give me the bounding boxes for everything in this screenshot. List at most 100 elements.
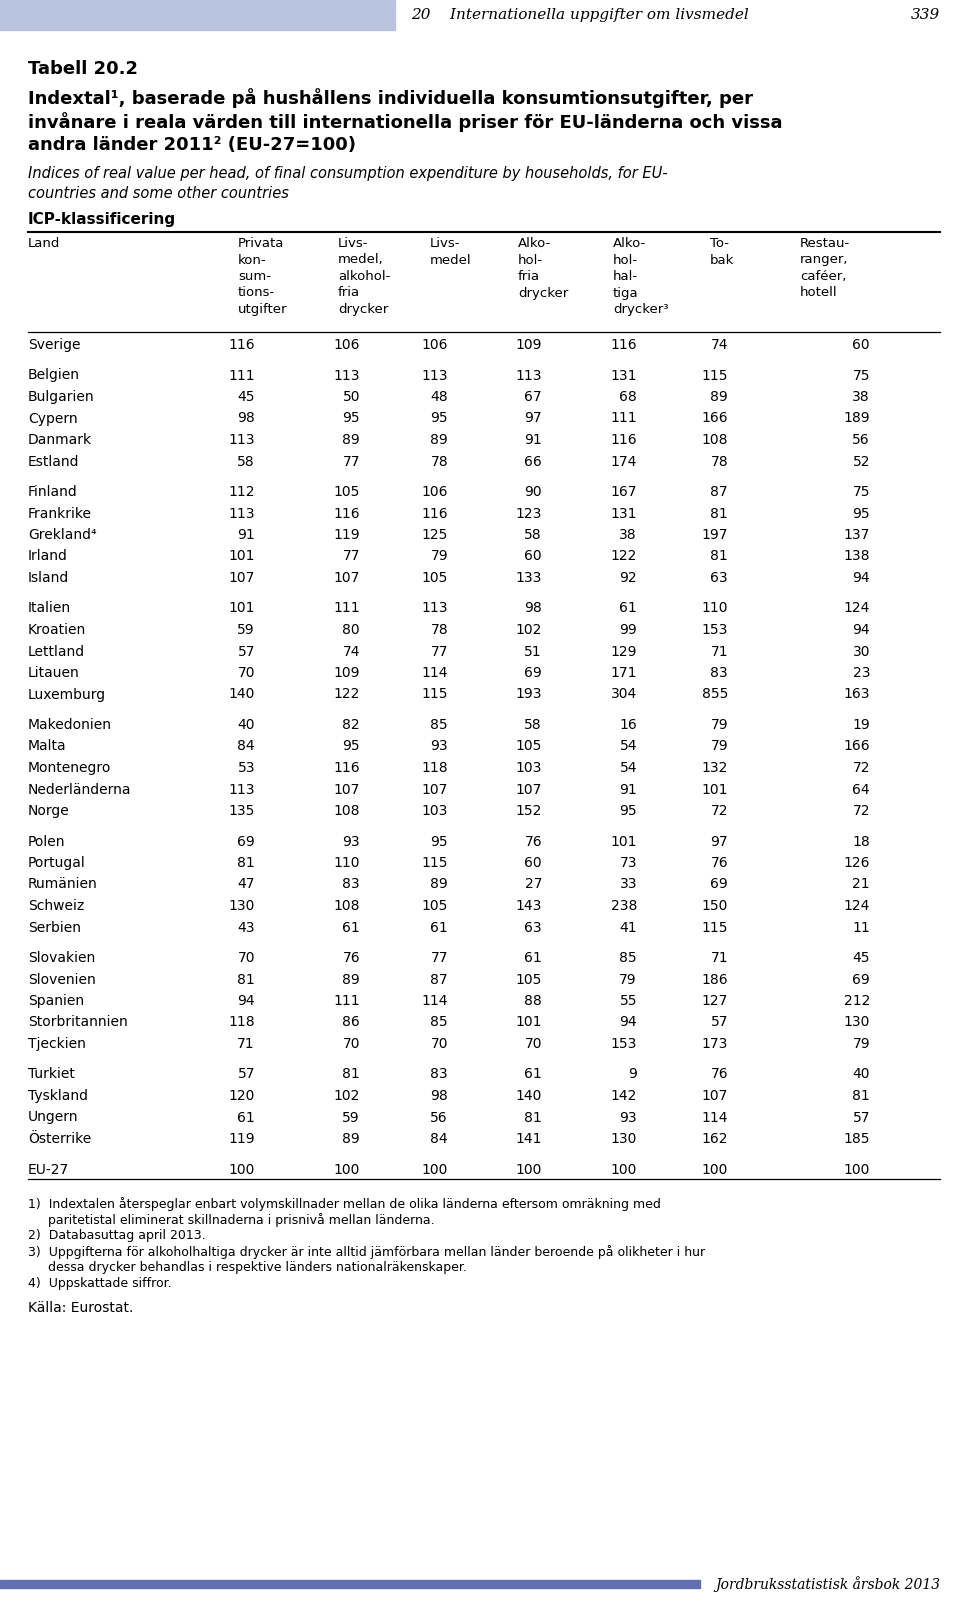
Text: 113: 113 [228, 507, 255, 520]
Text: 163: 163 [844, 688, 870, 701]
Text: 115: 115 [702, 920, 728, 934]
Text: Privata
kon-
sum-
tions-
utgifter: Privata kon- sum- tions- utgifter [238, 237, 287, 317]
Text: 95: 95 [619, 803, 637, 818]
Text: 94: 94 [852, 622, 870, 637]
Text: 61: 61 [237, 1110, 255, 1125]
Text: 143: 143 [516, 899, 542, 914]
Text: 105: 105 [421, 899, 448, 914]
Text: 83: 83 [710, 666, 728, 680]
Text: 83: 83 [343, 877, 360, 891]
Text: Slovakien: Slovakien [28, 950, 95, 965]
Text: 101: 101 [516, 1016, 542, 1029]
Text: 80: 80 [343, 622, 360, 637]
Text: 70: 70 [524, 1037, 542, 1051]
Text: 77: 77 [430, 645, 448, 659]
Text: 56: 56 [430, 1110, 448, 1125]
Text: Finland: Finland [28, 485, 78, 499]
Text: 141: 141 [516, 1133, 542, 1146]
Text: 93: 93 [343, 835, 360, 848]
Text: 16: 16 [619, 718, 637, 733]
Text: 81: 81 [237, 973, 255, 987]
Text: 87: 87 [710, 485, 728, 499]
Text: Polen: Polen [28, 835, 65, 848]
Text: Kroatien: Kroatien [28, 622, 86, 637]
Text: 116: 116 [333, 507, 360, 520]
Text: 339: 339 [911, 8, 940, 22]
Text: Italien: Italien [28, 602, 71, 616]
Text: andra länder 2011² (EU-27=100): andra länder 2011² (EU-27=100) [28, 136, 356, 154]
Text: 4)  Uppskattade siffror.: 4) Uppskattade siffror. [28, 1277, 172, 1290]
Text: 110: 110 [333, 856, 360, 870]
Text: 60: 60 [524, 856, 542, 870]
Text: 100: 100 [228, 1163, 255, 1176]
Text: 90: 90 [524, 485, 542, 499]
Text: To-
bak: To- bak [710, 237, 734, 267]
Text: 95: 95 [852, 507, 870, 520]
Text: 125: 125 [421, 528, 448, 542]
Text: 115: 115 [421, 688, 448, 701]
Text: 116: 116 [228, 338, 255, 352]
Text: 88: 88 [524, 994, 542, 1008]
Text: Luxemburg: Luxemburg [28, 688, 107, 701]
Text: 122: 122 [611, 549, 637, 563]
Text: 76: 76 [710, 856, 728, 870]
Text: 304: 304 [611, 688, 637, 701]
Text: 140: 140 [228, 688, 255, 701]
Text: Tabell 20.2: Tabell 20.2 [28, 59, 138, 78]
Text: 20    Internationella uppgifter om livsmedel: 20 Internationella uppgifter om livsmede… [411, 8, 749, 22]
Text: 113: 113 [333, 368, 360, 382]
Text: 115: 115 [421, 856, 448, 870]
Text: 81: 81 [710, 549, 728, 563]
Text: 91: 91 [524, 434, 542, 446]
Text: 70: 70 [343, 1037, 360, 1051]
Text: 53: 53 [237, 762, 255, 774]
Text: 124: 124 [844, 602, 870, 616]
Text: Alko-
hol-
hal-
tiga
drycker³: Alko- hol- hal- tiga drycker³ [613, 237, 668, 317]
Text: 94: 94 [237, 994, 255, 1008]
Text: 166: 166 [844, 739, 870, 754]
Text: Serbien: Serbien [28, 920, 81, 934]
Text: 89: 89 [430, 434, 448, 446]
Text: 40: 40 [237, 718, 255, 733]
Text: Portugal: Portugal [28, 856, 85, 870]
Text: 66: 66 [524, 454, 542, 469]
Text: 186: 186 [702, 973, 728, 987]
Text: 107: 107 [421, 782, 448, 797]
Text: 130: 130 [611, 1133, 637, 1146]
Text: ICP-klassificering: ICP-klassificering [28, 211, 176, 227]
Text: 81: 81 [343, 1067, 360, 1082]
Text: 64: 64 [852, 782, 870, 797]
Text: 107: 107 [702, 1090, 728, 1102]
Text: 54: 54 [619, 739, 637, 754]
Text: 19: 19 [852, 718, 870, 733]
Text: 100: 100 [516, 1163, 542, 1176]
Text: 95: 95 [430, 411, 448, 426]
Text: 57: 57 [237, 645, 255, 659]
Text: 58: 58 [237, 454, 255, 469]
Text: 2)  Databasuttag april 2013.: 2) Databasuttag april 2013. [28, 1229, 205, 1242]
Text: 855: 855 [702, 688, 728, 701]
Text: 91: 91 [237, 528, 255, 542]
Text: 1)  Indextalen återspeglar enbart volymskillnader mellan de olika länderna efter: 1) Indextalen återspeglar enbart volymsk… [28, 1197, 660, 1211]
Text: Alko-
hol-
fria
drycker: Alko- hol- fria drycker [518, 237, 568, 299]
Text: Land: Land [28, 237, 60, 250]
Text: 59: 59 [237, 622, 255, 637]
Text: 116: 116 [611, 338, 637, 352]
Text: 55: 55 [619, 994, 637, 1008]
Text: 129: 129 [611, 645, 637, 659]
Text: 85: 85 [619, 950, 637, 965]
Text: 116: 116 [421, 507, 448, 520]
Text: 69: 69 [852, 973, 870, 987]
Text: 89: 89 [710, 390, 728, 403]
Text: 77: 77 [343, 549, 360, 563]
Text: 122: 122 [334, 688, 360, 701]
Text: paritetistal eliminerat skillnaderna i prisnivå mellan länderna.: paritetistal eliminerat skillnaderna i p… [28, 1213, 435, 1227]
Text: 73: 73 [619, 856, 637, 870]
Text: 166: 166 [702, 411, 728, 426]
Text: 100: 100 [421, 1163, 448, 1176]
Text: EU-27: EU-27 [28, 1163, 69, 1176]
Text: Belgien: Belgien [28, 368, 80, 382]
Text: 77: 77 [343, 454, 360, 469]
Text: 98: 98 [524, 602, 542, 616]
Text: 3)  Uppgifterna för alkoholhaltiga drycker är inte alltid jämförbara mellan länd: 3) Uppgifterna för alkoholhaltiga drycke… [28, 1245, 706, 1259]
